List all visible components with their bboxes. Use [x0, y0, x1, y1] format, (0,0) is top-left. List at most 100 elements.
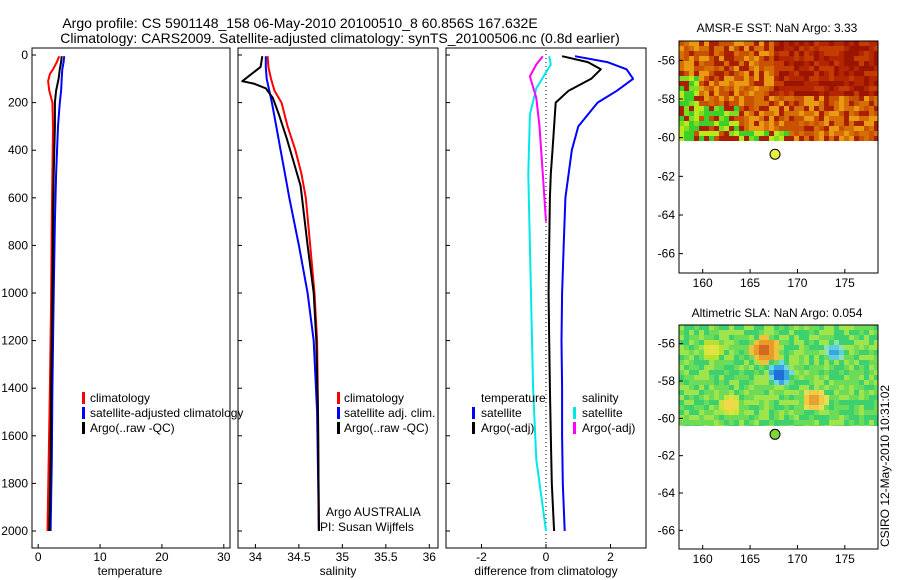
sla-cell: [759, 370, 764, 375]
sst-cell: [814, 66, 819, 71]
sst-cell: [754, 121, 759, 126]
sla-cell: [834, 420, 839, 425]
sla-cell: [874, 415, 878, 420]
sla-cell: [834, 410, 839, 415]
sla-cell: [679, 340, 684, 345]
sla-cell: [789, 340, 794, 345]
sla-cell: [784, 375, 789, 380]
sla-cell: [714, 345, 719, 350]
sst-cell: [829, 66, 834, 71]
sst-cell: [784, 86, 789, 91]
sla-cell: [714, 325, 719, 330]
sst-cell: [769, 61, 774, 66]
sla-cell: [874, 340, 878, 345]
sst-cell: [774, 76, 779, 81]
sst-cell: [679, 81, 684, 86]
sla-cell: [874, 365, 878, 370]
sst-cell: [724, 76, 729, 81]
sla-cell: [824, 390, 829, 395]
sla-cell: [819, 360, 824, 365]
sst-cell: [684, 126, 689, 131]
sla-cell: [724, 360, 729, 365]
sst-cell: [749, 66, 754, 71]
sla-cell: [859, 345, 864, 350]
sst-cell: [759, 106, 764, 111]
sst-cell: [734, 116, 739, 121]
sst-cell: [769, 46, 774, 51]
sst-cell: [769, 56, 774, 61]
sst-cell: [749, 71, 754, 76]
sla-cell: [764, 350, 769, 355]
sla-cell: [824, 345, 829, 350]
sla-cell: [754, 420, 759, 425]
difference-xlabel: difference from climatology: [474, 564, 617, 578]
sst-heatmap: [679, 41, 878, 141]
sla-cell: [694, 405, 699, 410]
sla-cell: [819, 420, 824, 425]
sst-cell: [744, 46, 749, 51]
sst-cell: [754, 76, 759, 81]
sla-cell: [834, 390, 839, 395]
sst-cell: [844, 106, 849, 111]
sst-cell: [769, 101, 774, 106]
sst-cell: [849, 131, 854, 136]
sst-cell: [764, 71, 769, 76]
sla-cell: [869, 350, 874, 355]
sla-cell: [704, 325, 709, 330]
sst-cell: [704, 81, 709, 86]
sst-cell: [729, 56, 734, 61]
sst-cell: [784, 136, 789, 141]
sst-cell: [704, 116, 709, 121]
sla-cell: [849, 395, 854, 400]
sla-cell: [679, 420, 684, 425]
sla-cell: [874, 390, 878, 395]
sst-cell: [714, 56, 719, 61]
sst-cell: [684, 66, 689, 71]
legend-label: satellite: [582, 406, 623, 420]
sst-cell: [844, 121, 849, 126]
sst-cell: [819, 136, 824, 141]
sst-cell: [799, 111, 804, 116]
sla-cell: [859, 355, 864, 360]
sst-cell: [869, 66, 874, 71]
x-tick-label: 34: [249, 550, 263, 564]
sst-cell: [854, 111, 859, 116]
sla-cell: [699, 365, 704, 370]
sla-cell: [804, 380, 809, 385]
sla-cell: [689, 370, 694, 375]
sst-cell: [869, 51, 874, 56]
sla-cell: [734, 390, 739, 395]
sla-cell: [824, 330, 829, 335]
sla-cell: [819, 400, 824, 405]
sla-cell: [739, 325, 744, 330]
sla-cell: [849, 355, 854, 360]
sst-cell: [839, 136, 844, 141]
sst-cell: [824, 41, 829, 46]
sst-cell: [834, 86, 839, 91]
sla-cell: [769, 380, 774, 385]
sst-cell: [849, 41, 854, 46]
sla-cell: [829, 350, 834, 355]
salinity-plot: 34 34.5 35 35.5 36: [238, 54, 436, 564]
sst-cell: [714, 131, 719, 136]
sst-cell: [789, 121, 794, 126]
sla-cell: [844, 350, 849, 355]
sst-cell: [854, 121, 859, 126]
sst-cell: [744, 81, 749, 86]
sla-cell: [734, 380, 739, 385]
sst-cell: [809, 106, 814, 111]
sla-cell: [679, 375, 684, 380]
sla-cell: [869, 375, 874, 380]
sst-cell: [704, 76, 709, 81]
sla-cell: [869, 390, 874, 395]
legend-swatch-climatology: [337, 392, 340, 404]
temperature-xlabel: temperature: [98, 564, 163, 578]
sla-cell: [764, 340, 769, 345]
sla-cell: [859, 365, 864, 370]
sla-cell: [809, 390, 814, 395]
sla-cell: [719, 400, 724, 405]
sst-cell: [764, 81, 769, 86]
sst-cell: [804, 61, 809, 66]
sst-cell: [679, 51, 684, 56]
sla-cell: [749, 360, 754, 365]
